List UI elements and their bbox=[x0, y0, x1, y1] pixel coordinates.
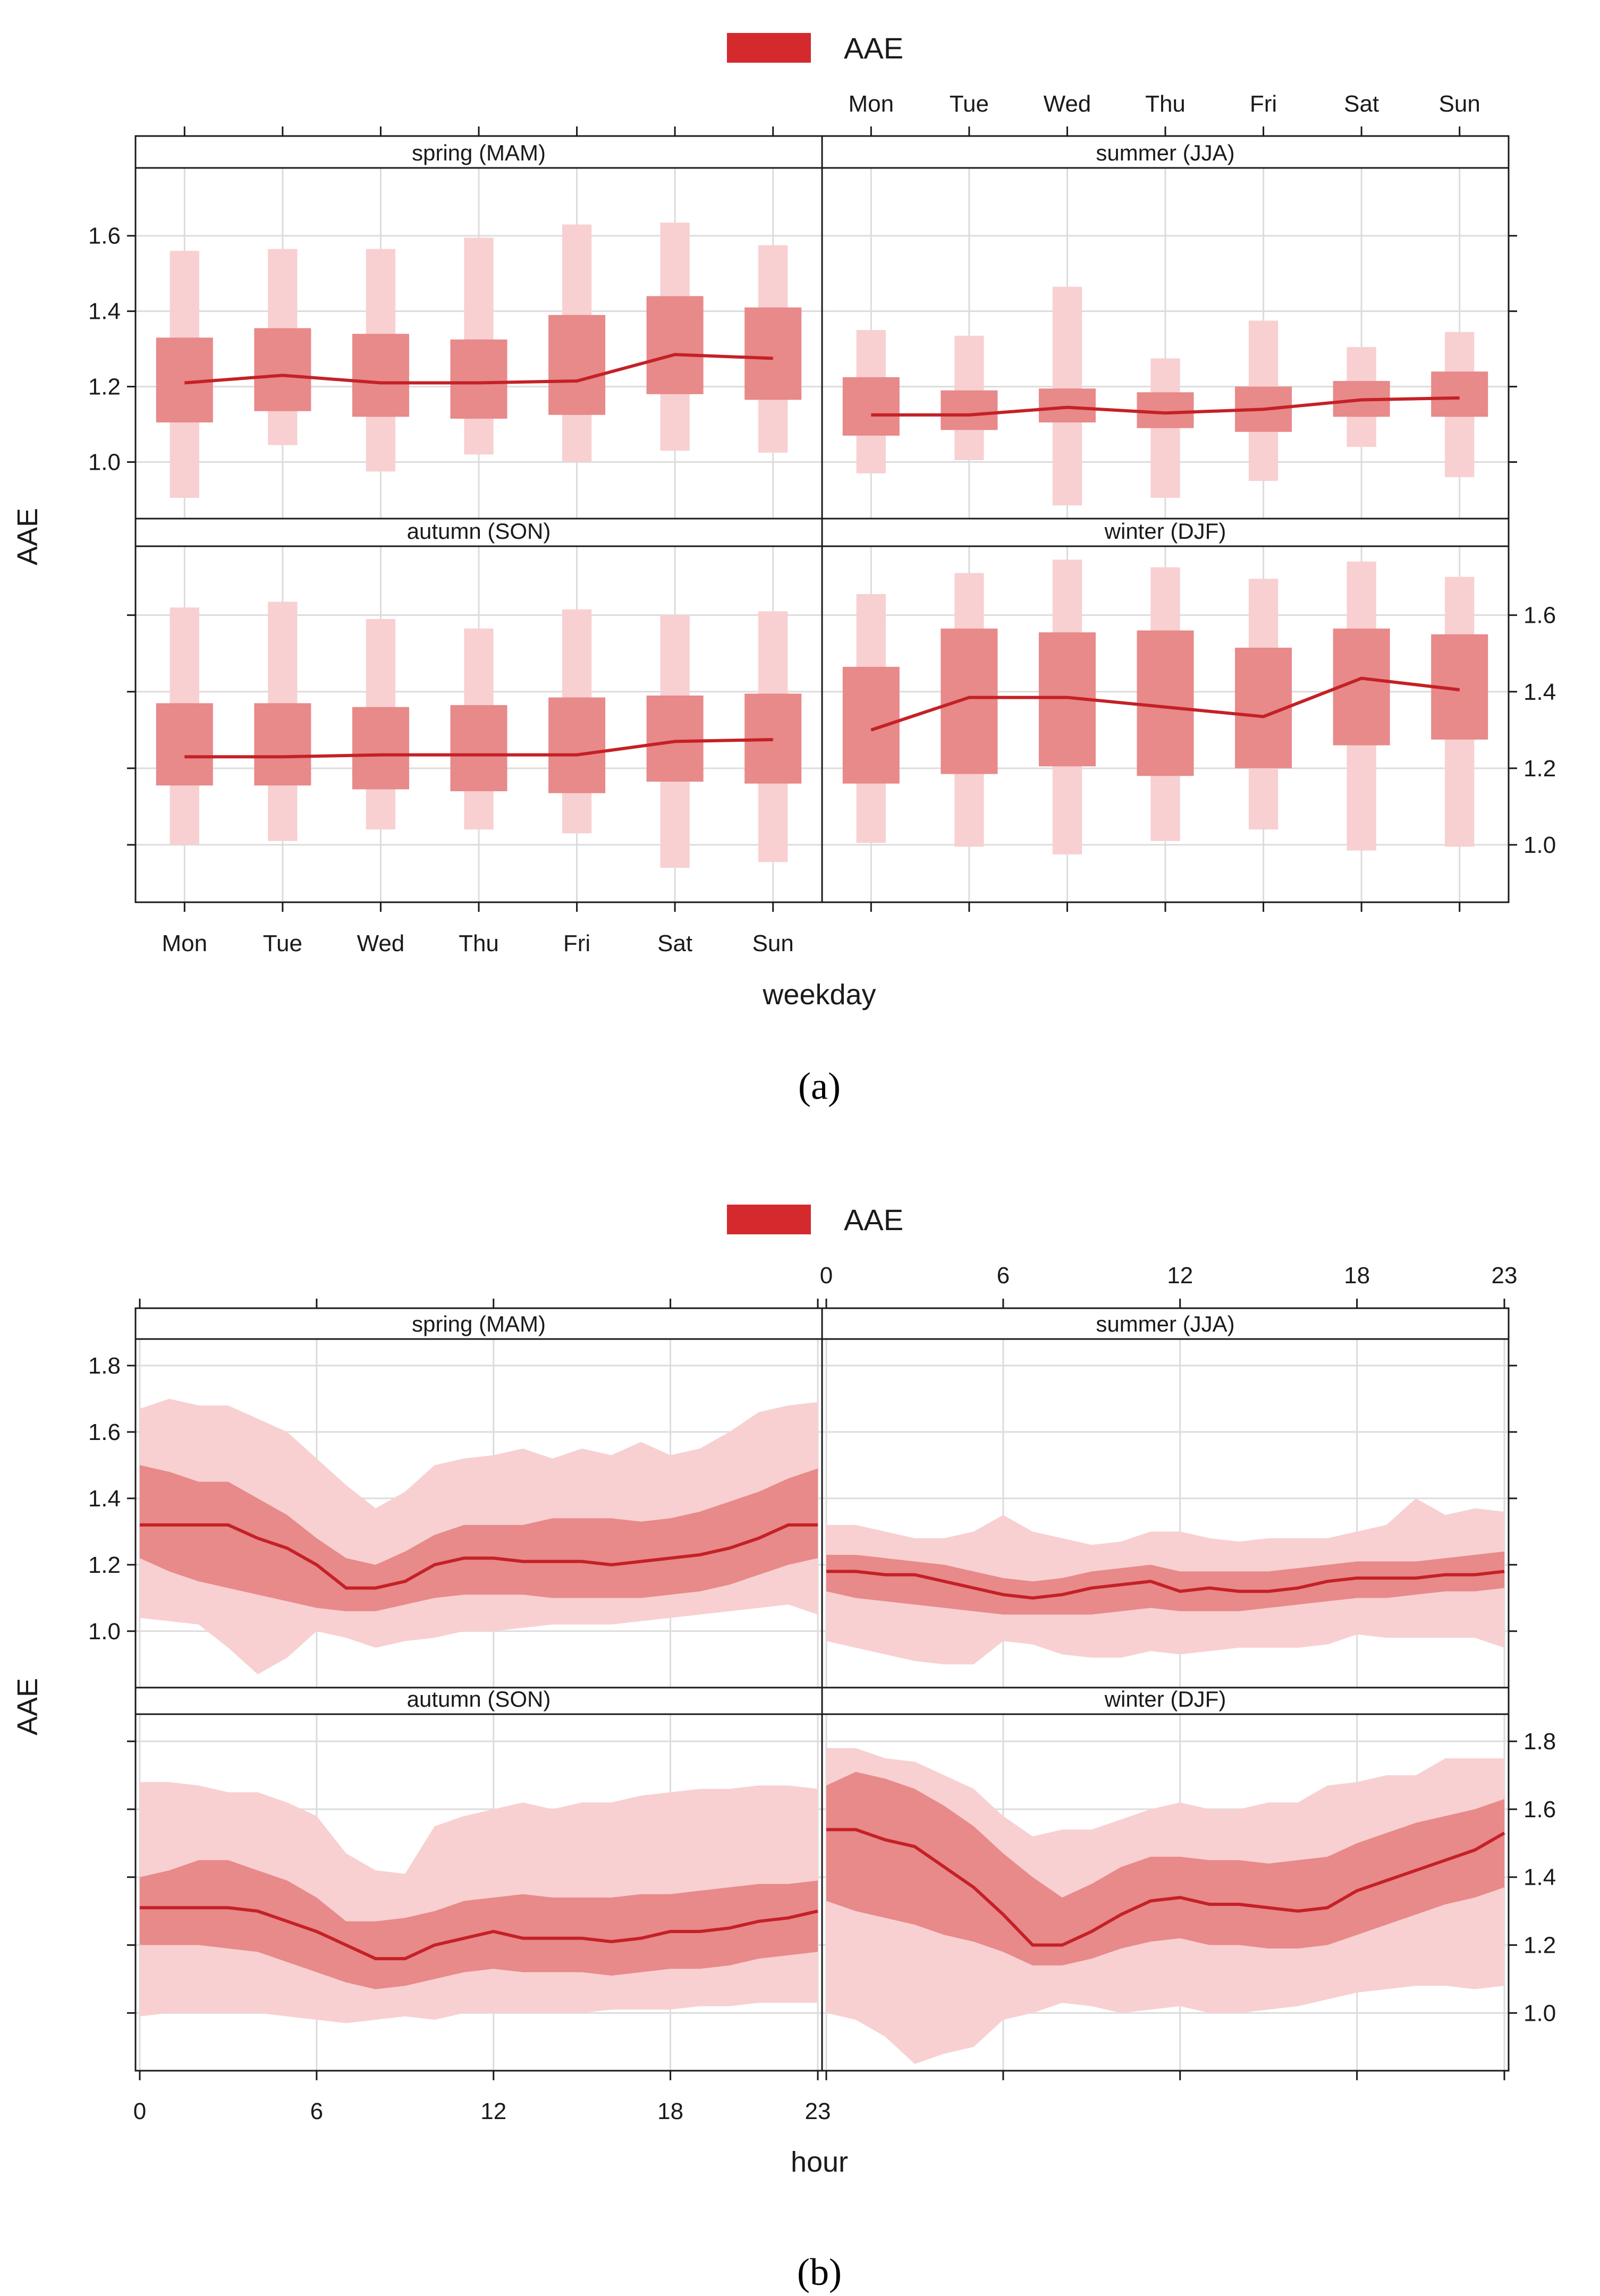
band-25-75 bbox=[826, 1772, 1504, 1965]
y-tick-label: 1.2 bbox=[88, 374, 121, 400]
range-25-75-bar bbox=[842, 377, 900, 436]
y-tick-label: 1.2 bbox=[1523, 1933, 1556, 1959]
x-tick-label-top: Wed bbox=[1044, 91, 1091, 117]
range-25-75-bar bbox=[156, 703, 213, 786]
panel-strip bbox=[821, 518, 1510, 547]
range-25-75-bar bbox=[646, 695, 704, 782]
y-tick-label: 1.4 bbox=[88, 1486, 121, 1512]
range-25-75-bar bbox=[450, 705, 507, 792]
legend-swatch bbox=[727, 33, 811, 63]
y-tick-label: 1.0 bbox=[88, 450, 121, 476]
panel-frame bbox=[821, 1713, 1510, 2072]
median-line bbox=[871, 396, 1460, 417]
range-25-75-bar bbox=[548, 315, 606, 415]
x-axis-title: weekday bbox=[762, 979, 876, 1011]
strip-label: summer (JJA) bbox=[1096, 140, 1234, 165]
range-25-75-bar bbox=[941, 390, 998, 430]
y-tick-label: 1.2 bbox=[88, 1552, 121, 1578]
strip-label: winter (DJF) bbox=[1104, 519, 1226, 544]
median-line bbox=[184, 738, 773, 759]
y-tick-label: 1.6 bbox=[1523, 1797, 1556, 1823]
y-tick-label: 1.6 bbox=[88, 223, 121, 249]
x-tick-label-bottom: 23 bbox=[805, 2098, 831, 2124]
range-25-75-bar bbox=[1137, 630, 1194, 776]
band-25-75 bbox=[140, 1465, 818, 1612]
range-25-75-bar bbox=[842, 666, 900, 784]
y-axis-title: AAE bbox=[12, 1678, 44, 1735]
y-tick-label: 1.6 bbox=[1523, 603, 1556, 629]
x-tick-label-top: Tue bbox=[950, 91, 989, 117]
x-tick-label-top: 23 bbox=[1492, 1263, 1518, 1289]
y-axis-title: AAE bbox=[12, 508, 44, 565]
median-line bbox=[140, 1906, 818, 1961]
x-tick-label-bottom: Fri bbox=[563, 930, 590, 956]
strip-label: autumn (SON) bbox=[407, 519, 551, 544]
y-tick-label: 1.0 bbox=[88, 1619, 121, 1645]
figure-caption: (b) bbox=[797, 2251, 842, 2293]
median-line bbox=[826, 1570, 1505, 1600]
y-tick-label: 1.2 bbox=[1523, 756, 1556, 782]
strip-label: spring (MAM) bbox=[412, 1311, 546, 1336]
x-tick-label-bottom: 18 bbox=[657, 2098, 683, 2124]
range-25-75-bar bbox=[744, 307, 802, 400]
y-tick-label: 1.0 bbox=[1523, 2000, 1556, 2026]
x-tick-label-top: Sun bbox=[1439, 91, 1480, 117]
band-25-75 bbox=[140, 1860, 818, 1989]
median-line bbox=[826, 1828, 1505, 1947]
band-25-75 bbox=[826, 1551, 1504, 1615]
panel-strip bbox=[821, 1687, 1510, 1715]
y-tick-label: 1.4 bbox=[88, 299, 121, 325]
x-tick-label-top: Mon bbox=[848, 91, 894, 117]
x-tick-label-bottom: Wed bbox=[357, 930, 405, 956]
range-25-75-bar bbox=[941, 628, 998, 774]
x-tick-label-top: Thu bbox=[1145, 91, 1186, 117]
range-25-75-bar bbox=[254, 703, 311, 786]
figure-caption: (a) bbox=[798, 1065, 841, 1107]
y-tick-label: 1.4 bbox=[1523, 679, 1556, 705]
legend-label: AAE bbox=[844, 1203, 903, 1236]
panel-strip bbox=[821, 1307, 1510, 1340]
range-25-75-bar bbox=[548, 697, 606, 793]
y-tick-label: 1.4 bbox=[1523, 1865, 1556, 1891]
x-tick-label-bottom: Sat bbox=[657, 930, 692, 956]
x-tick-label-bottom: Mon bbox=[162, 930, 207, 956]
strip-label: autumn (SON) bbox=[407, 1687, 551, 1712]
x-tick-label-bottom: Thu bbox=[459, 930, 499, 956]
strip-label: summer (JJA) bbox=[1096, 1311, 1234, 1336]
range-25-75-bar bbox=[1038, 388, 1096, 423]
range-25-75-bar bbox=[1431, 371, 1488, 417]
strip-label: winter (DJF) bbox=[1104, 1687, 1226, 1712]
x-tick-label-top: 6 bbox=[997, 1263, 1010, 1289]
median-line bbox=[184, 353, 773, 385]
x-tick-label-top: 18 bbox=[1344, 1263, 1370, 1289]
y-tick-label: 1.8 bbox=[88, 1353, 121, 1379]
range-25-75-bar bbox=[450, 339, 507, 419]
legend-label: AAE bbox=[844, 31, 903, 65]
median-line bbox=[140, 1523, 818, 1590]
range-25-75-bar bbox=[1137, 392, 1194, 428]
x-tick-label-top: Sat bbox=[1344, 91, 1379, 117]
median-line bbox=[870, 676, 1460, 732]
y-tick-label: 1.8 bbox=[1523, 1729, 1556, 1755]
y-tick-label: 1.0 bbox=[1523, 832, 1556, 858]
range-25-75-bar bbox=[646, 296, 704, 394]
x-tick-label-bottom: Tue bbox=[263, 930, 302, 956]
x-tick-label-bottom: 0 bbox=[133, 2098, 146, 2124]
panel-strip bbox=[134, 135, 823, 169]
x-tick-label-bottom: 6 bbox=[310, 2098, 323, 2124]
legend-swatch bbox=[727, 1205, 811, 1234]
x-tick-label-bottom: Sun bbox=[752, 930, 794, 956]
range-25-75-bar bbox=[352, 334, 409, 417]
range-25-75-bar bbox=[254, 328, 311, 411]
strip-label: spring (MAM) bbox=[412, 140, 546, 165]
x-tick-label-top: 12 bbox=[1167, 1263, 1193, 1289]
panel-strip bbox=[134, 1307, 823, 1340]
x-axis-title: hour bbox=[791, 2146, 848, 2178]
x-tick-label-top: 0 bbox=[820, 1263, 833, 1289]
y-tick-label: 1.6 bbox=[88, 1419, 121, 1445]
x-tick-label-top: Fri bbox=[1250, 91, 1277, 117]
x-tick-label-bottom: 12 bbox=[480, 2098, 506, 2124]
range-25-75-bar bbox=[352, 707, 409, 790]
